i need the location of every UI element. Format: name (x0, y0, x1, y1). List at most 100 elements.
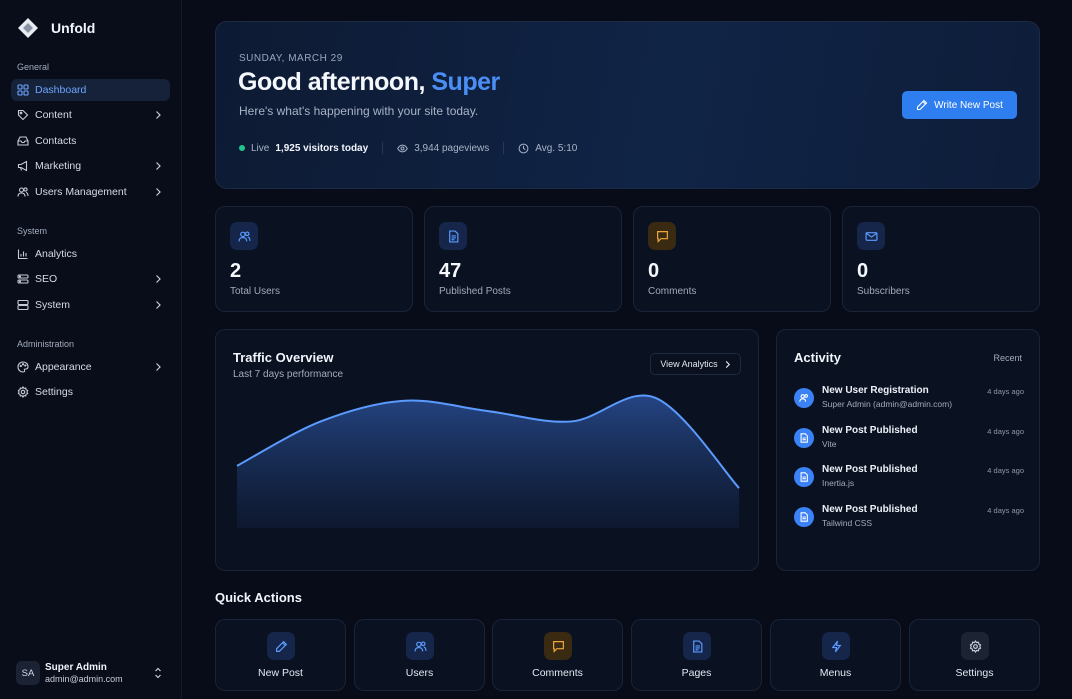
brand[interactable]: Unfold (17, 17, 95, 39)
activity-title: Activity (794, 350, 841, 365)
activity-time: 4 days ago (987, 506, 1024, 515)
pageviews: 3,944 pageviews (414, 142, 490, 154)
sidebar-item-appearance[interactable]: Appearance (11, 356, 170, 378)
quick-action-new-post[interactable]: New Post (215, 619, 346, 691)
activity-panel: Activity Recent New User Registration Su… (776, 329, 1040, 571)
metric-card-comments[interactable]: 0 Comments (633, 206, 831, 312)
user-menu[interactable]: SA Super Admin admin@admin.com (16, 660, 166, 686)
users-icon (237, 230, 251, 241)
activity-title: New Post Published (822, 425, 918, 436)
activity-item[interactable]: New Post Published Tailwind CSS 4 days a… (794, 504, 1024, 534)
eye-icon (397, 144, 409, 152)
seo-icon (17, 274, 29, 284)
sidebar-item-system[interactable]: System (11, 294, 170, 316)
metric-card-posts[interactable]: 47 Published Posts (424, 206, 622, 312)
metric-label: Comments (648, 286, 697, 297)
document-icon (800, 472, 808, 482)
sidebar-item-label: Analytics (35, 248, 78, 260)
quick-action-pages[interactable]: Pages (631, 619, 762, 691)
sidebar-item-contacts[interactable]: Contacts (11, 130, 170, 152)
activity-recent-filter[interactable]: Recent (993, 353, 1022, 363)
quick-action-menus[interactable]: Menus (770, 619, 901, 691)
chevron-right-icon (156, 188, 161, 196)
divider (503, 142, 505, 154)
tag-icon (17, 109, 29, 121)
sidebar-item-label: Appearance (35, 361, 92, 373)
sidebar-item-content[interactable]: Content (11, 104, 170, 126)
activity-item[interactable]: New Post Published Inertia.js 4 days ago (794, 464, 1024, 494)
traffic-line (236, 394, 740, 489)
activity-time: 4 days ago (987, 427, 1024, 436)
sidebar-item-settings[interactable]: Settings (11, 381, 170, 403)
view-analytics-button[interactable]: View Analytics (650, 353, 741, 375)
users-icon (413, 640, 427, 651)
quick-action-icon-box (961, 632, 989, 660)
sidebar-item-label: Contacts (35, 135, 77, 147)
divider (382, 142, 384, 154)
nav-section-system: System (17, 226, 48, 236)
chevron-right-icon (156, 301, 161, 309)
gear-icon (17, 386, 29, 398)
greeting-user-name: Super (431, 68, 500, 96)
metric-card-subscribers[interactable]: 0 Subscribers (842, 206, 1040, 312)
pencil-icon (917, 99, 928, 111)
sidebar-item-dashboard[interactable]: Dashboard (11, 79, 170, 101)
chevron-right-icon (156, 162, 161, 170)
sidebar-item-marketing[interactable]: Marketing (11, 155, 170, 177)
bolt-icon (831, 640, 841, 652)
metric-label: Total Users (230, 286, 281, 297)
inbox-icon (17, 136, 29, 146)
metric-icon-box (230, 222, 258, 250)
traffic-title: Traffic Overview (233, 350, 334, 365)
visitors-today: 1,925 visitors today (275, 142, 369, 154)
activity-detail: Vite (822, 439, 837, 449)
write-new-post-label: Write New Post (934, 99, 1003, 111)
sidebar-item-seo[interactable]: SEO (11, 268, 170, 290)
document-icon (448, 229, 458, 243)
activity-detail: Tailwind CSS (822, 518, 873, 528)
chevron-right-icon (156, 363, 161, 371)
quick-action-icon-box (822, 632, 850, 660)
avatar: SA (16, 661, 40, 685)
sidebar-item-label: SEO (35, 273, 58, 285)
sidebar-item-users-management[interactable]: Users Management (11, 181, 170, 203)
current-date: SUNDAY, MARCH 29 (239, 53, 343, 64)
quick-action-label: Settings (955, 667, 994, 679)
metric-value: 47 (439, 260, 462, 282)
quick-action-label: Users (405, 667, 434, 679)
gear-icon (969, 639, 981, 653)
palette-icon (17, 361, 29, 373)
metric-label: Published Posts (439, 286, 511, 297)
user-name: Super Admin (45, 662, 107, 673)
activity-time: 4 days ago (987, 466, 1024, 475)
activity-item[interactable]: New Post Published Vite 4 days ago (794, 425, 1024, 455)
sidebar-item-label: Users Management (35, 186, 127, 198)
sidebar-item-label: Dashboard (35, 84, 87, 96)
comment-icon (656, 230, 668, 243)
activity-item[interactable]: New User Registration Super Admin (admin… (794, 385, 1024, 415)
sidebar-item-label: Content (35, 109, 72, 121)
chevron-right-icon (156, 275, 161, 283)
quick-action-settings[interactable]: Settings (909, 619, 1040, 691)
activity-detail: Inertia.js (822, 478, 855, 488)
megaphone-icon (17, 160, 28, 172)
metric-value: 0 (648, 260, 660, 282)
traffic-subtitle: Last 7 days performance (233, 369, 344, 380)
quick-action-label: Comments (532, 667, 583, 679)
sidebar-item-label: Settings (35, 386, 73, 398)
document-icon (800, 512, 808, 522)
quick-action-comments[interactable]: Comments (492, 619, 623, 691)
chevron-right-icon (725, 360, 730, 368)
sidebar: Unfold General Dashboard Content Contact… (0, 0, 182, 699)
view-analytics-label: View Analytics (660, 359, 718, 369)
traffic-chart (236, 394, 740, 528)
write-new-post-button[interactable]: Write New Post (902, 91, 1017, 119)
metric-icon-box (857, 222, 885, 250)
metric-label: Subscribers (857, 286, 910, 297)
quick-action-icon-box (406, 632, 434, 660)
quick-actions-title: Quick Actions (215, 590, 302, 605)
metric-card-users[interactable]: 2 Total Users (215, 206, 413, 312)
quick-action-label: Pages (681, 667, 712, 679)
quick-action-users[interactable]: Users (354, 619, 485, 691)
sidebar-item-analytics[interactable]: Analytics (11, 243, 170, 265)
